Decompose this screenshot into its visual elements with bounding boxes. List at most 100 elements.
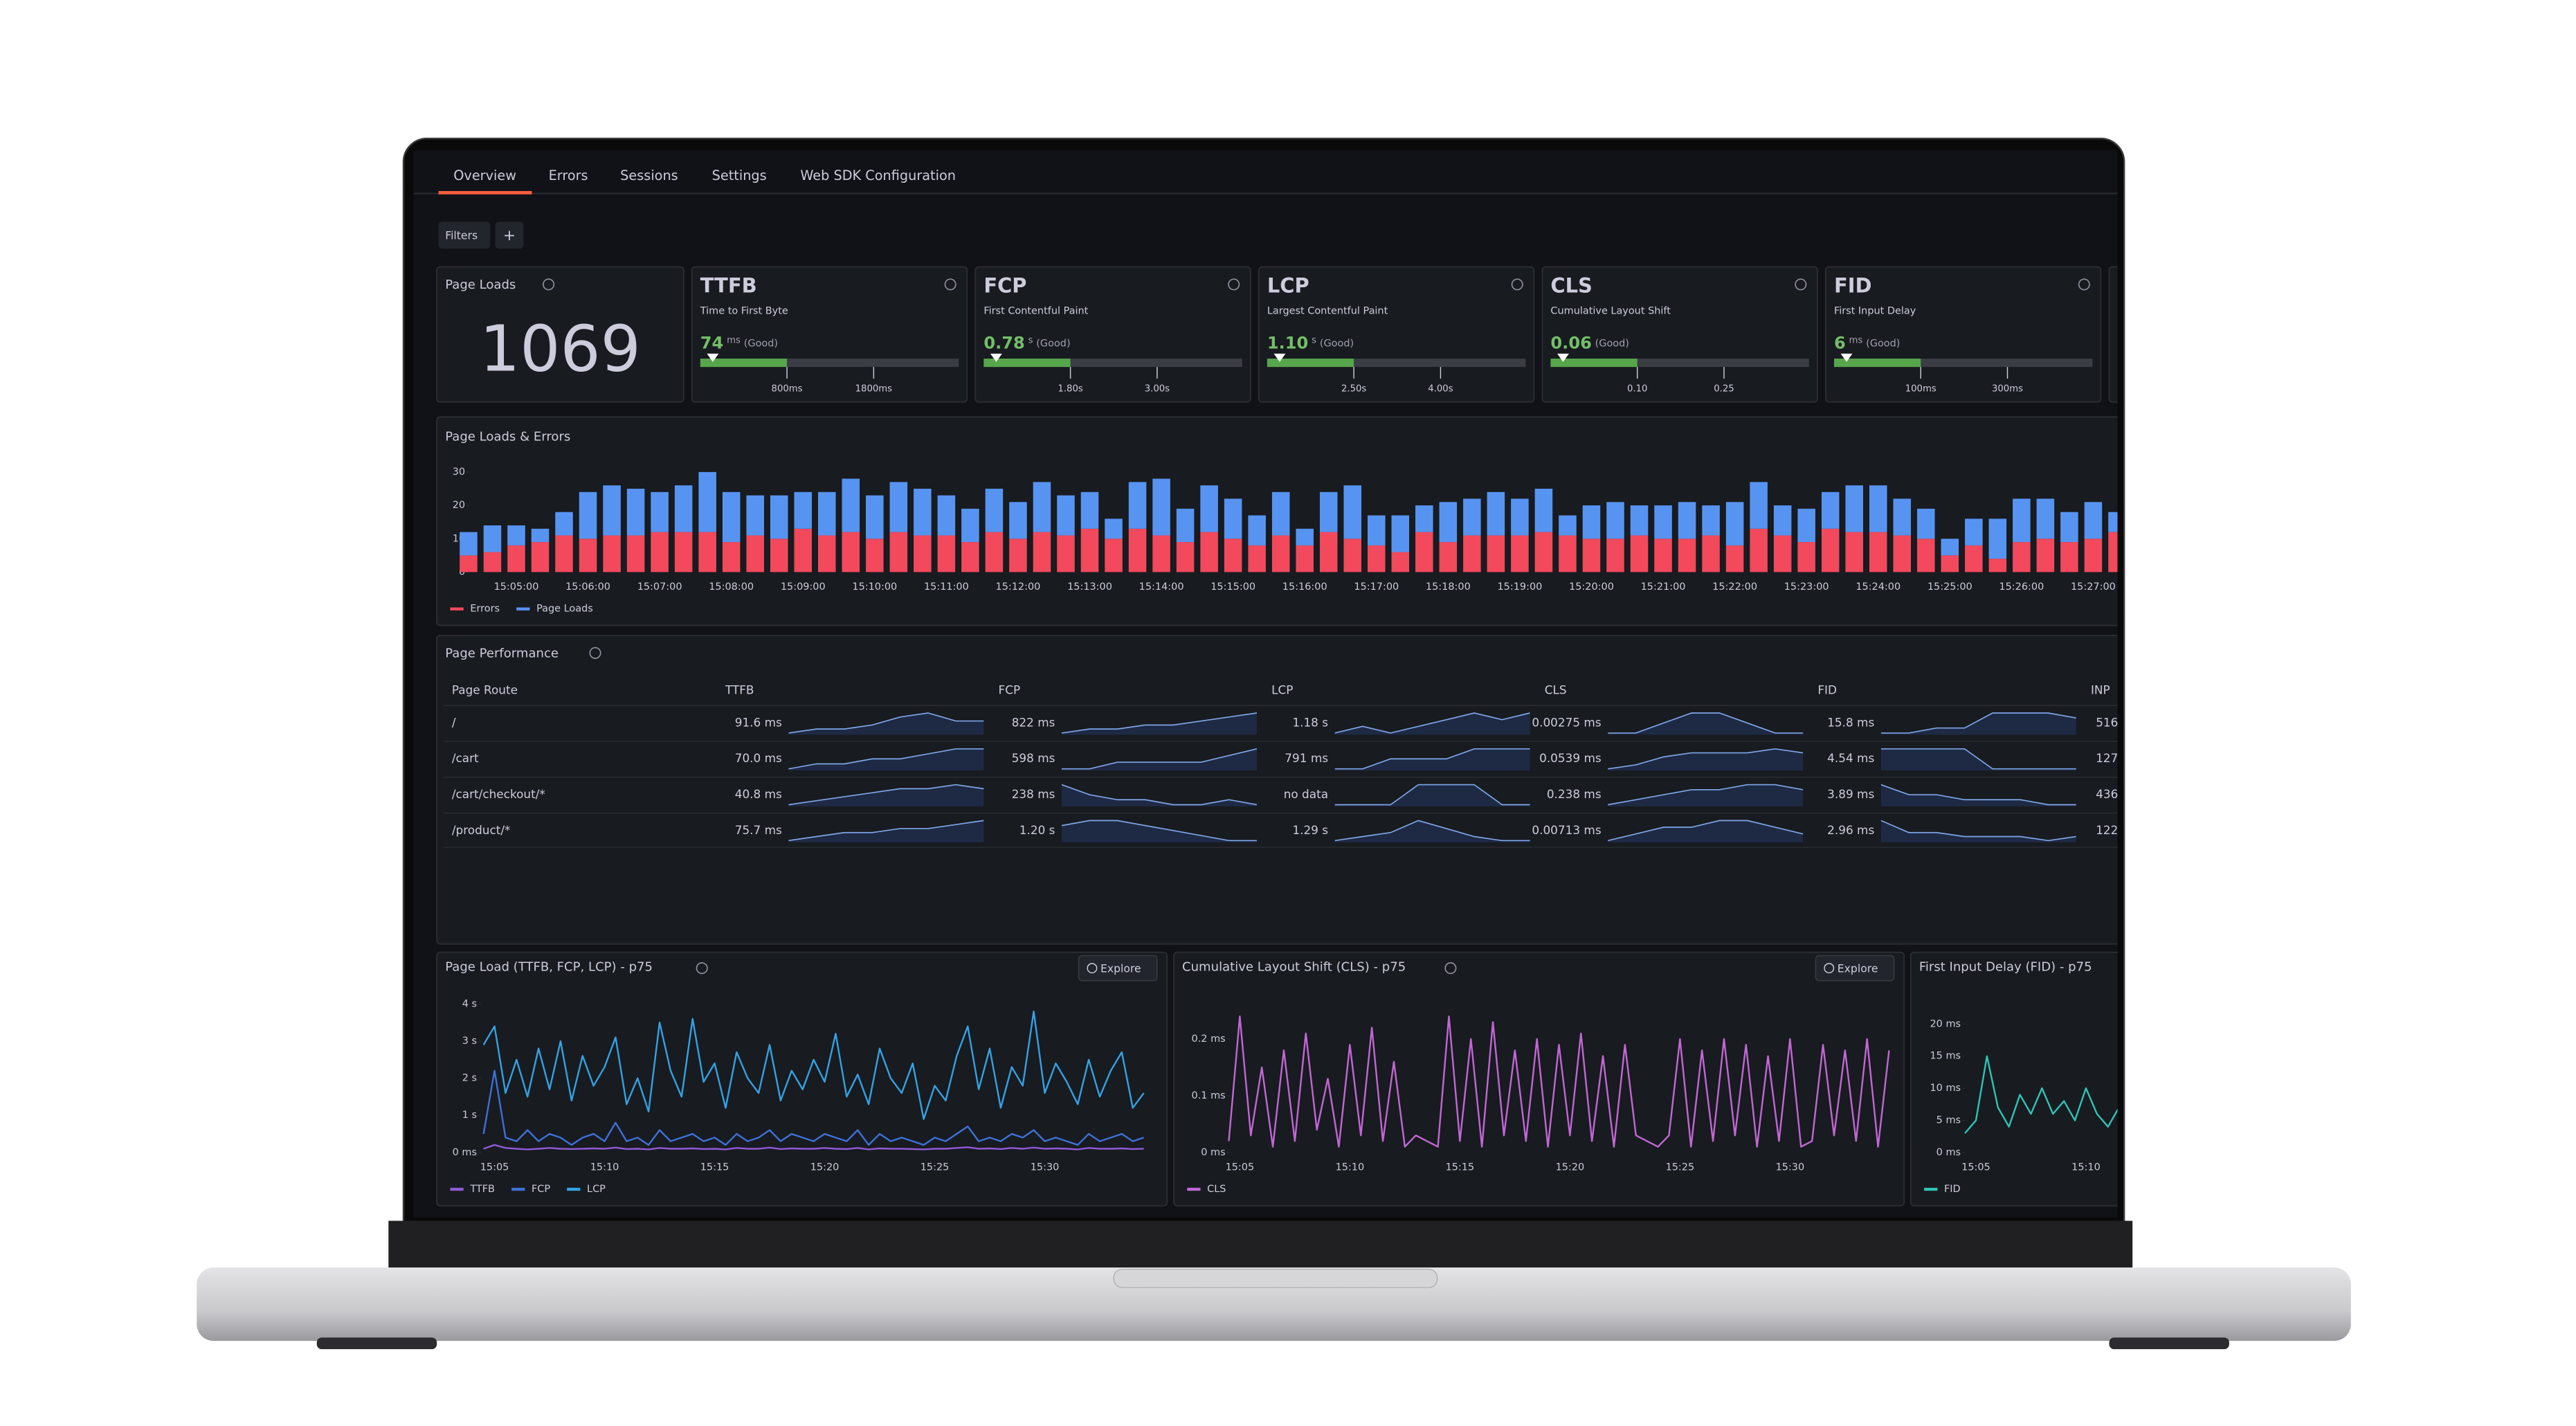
bar-segment (866, 539, 884, 572)
bar-segment (1080, 491, 1099, 529)
sparkline-area (1334, 713, 1530, 735)
threshold-label: 800ms (772, 383, 803, 394)
sparkline-area (1334, 748, 1530, 771)
threshold-label: 1.80s (1058, 383, 1082, 394)
series-line (483, 1144, 1144, 1150)
bar-segment (2013, 498, 2031, 543)
sparkline (1334, 820, 1530, 842)
vital-value: 74 ms (Good) (700, 333, 778, 352)
bar-segment (626, 535, 645, 572)
value: 74 (700, 333, 724, 352)
bar-segment (722, 491, 741, 543)
sparkline (1608, 820, 1804, 842)
bar-segment (1415, 532, 1433, 572)
legend-label: LCP (587, 1184, 606, 1195)
vital-description: Time to First Byte (700, 305, 788, 316)
x-tick-label: 15:09:00 (781, 581, 826, 593)
tab[interactable]: Settings (712, 168, 767, 183)
x-tick-label: 15:12:00 (996, 581, 1041, 593)
sparkline (1880, 820, 2076, 842)
bar-segment (698, 471, 716, 532)
explore-button[interactable] (1815, 955, 1895, 982)
cell-value: no data (1284, 787, 1328, 801)
x-tick-label: 15:25 (920, 1162, 950, 1173)
y-tick-label: 2 s (462, 1073, 477, 1084)
bar-segment (746, 495, 764, 536)
sparkline-area (1880, 748, 2076, 771)
x-tick-label: 15:15:00 (1210, 581, 1255, 593)
explore-icon (1087, 963, 1098, 974)
bar-segment (531, 528, 550, 543)
sparkline (1062, 748, 1258, 770)
y-tick-label: 0.1 ms (1192, 1090, 1226, 1101)
add-filter: + (503, 227, 516, 244)
filters-button[interactable] (438, 222, 491, 249)
bar-segment (2108, 532, 2118, 572)
bar-segment (1033, 532, 1051, 572)
bar-segment (626, 488, 645, 536)
bar-segment (1463, 535, 1481, 572)
bar-segment (1559, 535, 1577, 572)
sparkline (1880, 712, 2076, 734)
gauge-good (1267, 359, 1354, 368)
bar-segment (1200, 485, 1218, 532)
bar-segment (1941, 539, 1959, 556)
x-tick-label: 15:10 (2071, 1162, 2101, 1173)
explore-button[interactable] (1078, 955, 1158, 982)
chart-title: Page Load (TTFB, FCP, LCP) - p75 (445, 959, 653, 974)
bar-segment (1582, 539, 1601, 572)
bar-segment (1988, 559, 2007, 572)
cell-value: 516 (2096, 715, 2118, 729)
y-tick-label: 0.2 ms (1192, 1034, 1226, 1045)
panel (1258, 266, 1535, 403)
panel (974, 266, 1251, 403)
bar-segment (818, 491, 836, 536)
bar-segment (937, 535, 956, 572)
bar-segment (2084, 502, 2103, 539)
bar-segment (770, 495, 788, 539)
legend-swatch (450, 1187, 464, 1191)
y-tick-label: 20 ms (1930, 1018, 1961, 1029)
bar-segment (1057, 535, 1075, 572)
bar-segment (1248, 545, 1266, 572)
gauge-marker (1557, 353, 1569, 362)
tab[interactable]: Overview (453, 168, 516, 183)
vital-name: FID (1834, 273, 1871, 297)
route-link[interactable]: / (452, 715, 456, 729)
sparkline-area (1062, 784, 1257, 806)
x-tick-label: 15:07:00 (637, 581, 682, 593)
bar-segment (1439, 542, 1458, 572)
threshold-label: 0.10 (1627, 383, 1647, 394)
vital-description: Cumulative Layout Shift (1550, 305, 1671, 316)
route-link[interactable]: /cart (452, 751, 479, 765)
bar-segment (579, 491, 597, 539)
explore-label: Explore (1100, 962, 1141, 975)
rating: (Good) (1866, 338, 1900, 349)
y-tick-label: 30 (453, 467, 465, 478)
add-filter-button[interactable] (495, 222, 524, 249)
column-header: FID (1817, 683, 1837, 696)
route-link[interactable]: /cart/checkout/* (452, 787, 545, 801)
tab[interactable]: Errors (549, 168, 588, 183)
bar-segment (1415, 505, 1433, 532)
info-icon (1511, 278, 1523, 291)
cell-value: 91.6 ms (735, 715, 782, 729)
bar-segment (674, 532, 693, 572)
route-link[interactable]: /product/* (452, 823, 511, 837)
bar-segment (460, 555, 478, 572)
bar-segment (1080, 528, 1099, 572)
bar-segment (555, 512, 573, 536)
tab[interactable]: Web SDK Configuration (800, 168, 956, 183)
sparkline-area (1608, 820, 1804, 842)
bar-segment (722, 542, 741, 572)
legend-label: TTFB (469, 1184, 495, 1195)
bar-segment (1152, 535, 1170, 572)
x-tick-label: 15:11:00 (924, 581, 969, 593)
legend-swatch (450, 607, 464, 611)
bar-segment (674, 485, 693, 532)
tab[interactable]: Sessions (620, 168, 678, 183)
gauge-good (983, 359, 1071, 368)
gauge-marker (1840, 353, 1853, 362)
x-tick-label: 15:25:00 (1928, 581, 1972, 593)
cell-value: 70.0 ms (735, 751, 782, 765)
